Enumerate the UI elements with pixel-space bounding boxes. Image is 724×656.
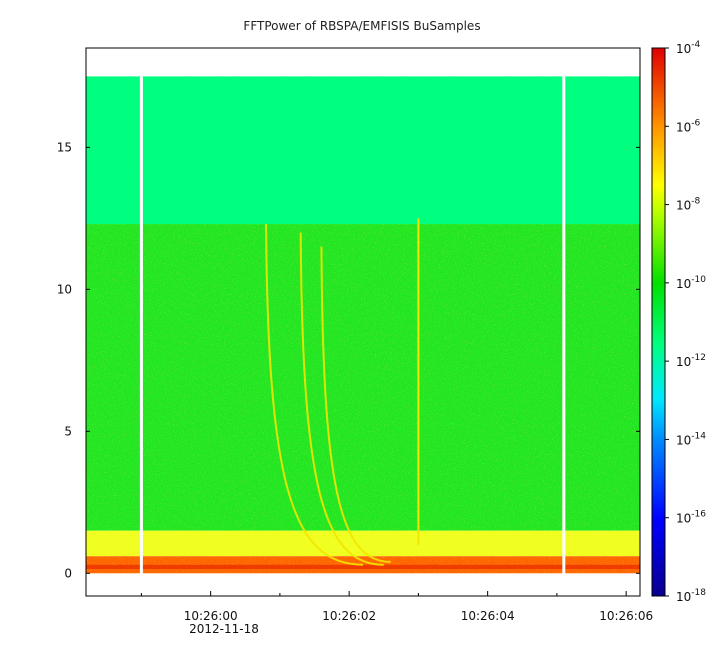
colorbar-tick-label: 10-8 <box>676 197 701 213</box>
chart-title: FFTPower of RBSPA/EMFISIS BuSamples <box>243 19 480 33</box>
colorbar <box>651 47 666 597</box>
colorbar-tick-label: 10-10 <box>676 275 706 291</box>
y-tick-label: 15 <box>57 140 72 154</box>
noise-texture <box>86 76 640 574</box>
colorbar-tick-label: 10-6 <box>676 118 701 134</box>
colorbar-tick-label: 10-14 <box>676 431 706 447</box>
x-tick-label: 10:26:06 <box>599 609 653 623</box>
colorbar-tick-label: 10-16 <box>676 510 706 526</box>
x-tick-label: 10:26:04 <box>461 609 515 623</box>
data-gap-5 <box>562 76 566 575</box>
x-date-label: 2012-11-18 <box>189 622 259 636</box>
chorus-tone-1 <box>299 232 384 566</box>
x-axis: 10:26:00 10:26:02 10:26:04 10:26:06 <box>140 591 653 623</box>
x-tick-label: 10:26:00 <box>184 609 238 623</box>
x-tick-label: 10:26:02 <box>322 609 376 623</box>
colorbar-tick-label: 10-18 <box>676 588 706 604</box>
colorbar-axis: 10-4 10-6 10-8 10-10 10-12 10-14 10-16 10-18 <box>665 40 706 604</box>
noise-green <box>86 76 640 225</box>
y-tick-label: 10 <box>57 282 72 296</box>
y-axis: 0 5 10 15 <box>57 140 640 580</box>
y-tick-label: 0 <box>64 566 72 580</box>
low-frequency-intensity <box>86 564 640 570</box>
chorus-tone-0 <box>265 224 364 566</box>
plot-area <box>86 76 640 575</box>
colorbar-tick-label: 10-12 <box>676 353 706 369</box>
plot-frame <box>85 47 641 597</box>
y-tick-label: 5 <box>64 424 72 438</box>
data-gap-4 <box>139 76 143 575</box>
colorbar-tick-label: 10-4 <box>676 40 701 56</box>
chorus-tone-2 <box>320 246 391 563</box>
spectral-features <box>139 76 566 575</box>
noise-yellow <box>86 224 640 574</box>
